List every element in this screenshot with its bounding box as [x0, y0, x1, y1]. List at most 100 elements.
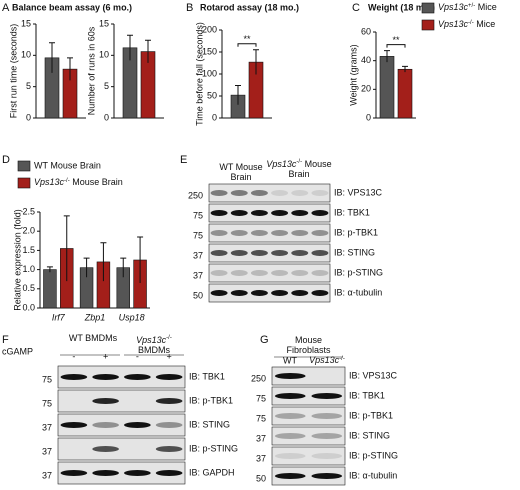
blot-band: [60, 470, 88, 476]
blot-label: IB: VPS13C: [334, 187, 383, 197]
blot-label: IB: p-TBK1: [189, 395, 233, 405]
blot-band: [210, 290, 228, 296]
error-bar: [127, 34, 133, 61]
blot-strip: [57, 413, 186, 437]
error-bar: [63, 215, 70, 282]
lane-label: Vps13c-/-: [309, 355, 345, 365]
mw-marker: 37: [193, 250, 203, 260]
y-tick-label: 1.5: [22, 245, 35, 255]
y-tick-label: 15: [21, 18, 31, 28]
error-bar: [145, 39, 151, 63]
error-bar: [49, 42, 55, 73]
y-axis-label: Weight (grams): [348, 44, 358, 105]
error-bar: [100, 242, 107, 282]
panel-letter: D: [2, 154, 10, 166]
chart-title: Balance beam assay (6 mo.): [12, 2, 132, 12]
blot-band: [311, 210, 329, 216]
blot-header: Vps13c-/- Mouse Brain: [266, 159, 332, 179]
blot-strip: [208, 283, 331, 303]
panel-letter: G: [260, 334, 269, 346]
y-tick-label: 0.0: [22, 302, 35, 312]
blot-label: IB: p-TBK1: [334, 227, 378, 237]
blot-band: [92, 374, 119, 380]
lane-label: +: [103, 351, 108, 361]
y-tick-label: 0: [366, 112, 371, 122]
blot-label: IB: p-TBK1: [349, 410, 393, 420]
blot-band: [291, 270, 309, 276]
blot-strip: [271, 366, 346, 386]
blot-band: [274, 393, 306, 399]
blot-band: [92, 470, 119, 476]
mw-marker: 75: [256, 393, 266, 403]
blot-strip: [57, 365, 186, 389]
mw-marker: 250: [188, 190, 203, 200]
blot-strip: [57, 389, 186, 413]
error-bar: [46, 266, 53, 273]
significance-label: **: [392, 35, 400, 45]
mw-marker: 37: [256, 453, 266, 463]
mw-marker: 37: [193, 270, 203, 280]
legend-swatch: [421, 19, 435, 31]
blot-band: [311, 393, 343, 399]
blot-band: [250, 190, 268, 196]
blot-band: [274, 433, 306, 439]
blot-header: Vps13c-/- BMDMs: [136, 335, 172, 355]
y-tick-label: 2.5: [22, 206, 35, 216]
blot-label: IB: α-tubulin: [349, 470, 397, 480]
blot-band: [271, 190, 289, 196]
mw-marker: 50: [193, 290, 203, 300]
blot-band: [92, 422, 119, 428]
blot-band: [311, 453, 343, 459]
y-tick-label: 0.5: [22, 283, 35, 293]
blot-header: Mouse Fibroblasts: [286, 335, 331, 355]
y-tick-label: 0: [212, 112, 217, 122]
blot-band: [92, 398, 119, 404]
y-tick-label: 10: [21, 50, 31, 60]
blot-strip: [271, 426, 346, 446]
y-tick-label: 2.0: [22, 226, 35, 236]
legend-swatch: [17, 177, 31, 189]
error-bar: [253, 49, 259, 75]
y-axis-label: Relative expression (fold): [12, 209, 22, 311]
y-tick-label: 50: [207, 90, 217, 100]
blot-band: [274, 453, 306, 459]
blot-band: [274, 413, 306, 419]
lane-label: +: [166, 351, 171, 361]
blot-label: IB: STING: [334, 247, 375, 257]
blot-header: WT BMDMs: [68, 333, 118, 343]
blot-band: [271, 210, 289, 216]
blot-band: [311, 433, 343, 439]
legend-label: WT Mouse Brain: [34, 160, 101, 170]
blot-band: [271, 230, 289, 236]
blot-band: [311, 250, 329, 256]
blot-band: [271, 290, 289, 296]
error-bar: [120, 257, 127, 278]
blot-band: [210, 250, 228, 256]
y-tick-label: 40: [361, 55, 371, 65]
blot-band: [210, 190, 228, 196]
blot-band: [291, 290, 309, 296]
blot-band: [291, 250, 309, 256]
blot-header: WT Mouse Brain: [219, 162, 263, 182]
blot-band: [230, 290, 248, 296]
chart-title: Weight (18 mo.): [368, 2, 435, 12]
blot-band: [210, 270, 228, 276]
blot-band: [271, 250, 289, 256]
blot-label: IB: p-STING: [334, 267, 383, 277]
blot-label: IB: TBK1: [334, 207, 370, 217]
mw-marker: 37: [42, 422, 52, 432]
blot-band: [311, 473, 343, 479]
blot-label: IB: GAPDH: [189, 467, 235, 477]
blot-strip: [208, 223, 331, 243]
blot-band: [230, 270, 248, 276]
blot-band: [250, 290, 268, 296]
blot-strip: [208, 243, 331, 263]
blot-band: [155, 398, 183, 404]
y-tick-label: 5: [26, 81, 31, 91]
blot-band: [311, 230, 329, 236]
y-axis-label: Time before fall (seconds): [194, 22, 204, 126]
blot-band: [230, 190, 248, 196]
blot-strip: [271, 406, 346, 426]
